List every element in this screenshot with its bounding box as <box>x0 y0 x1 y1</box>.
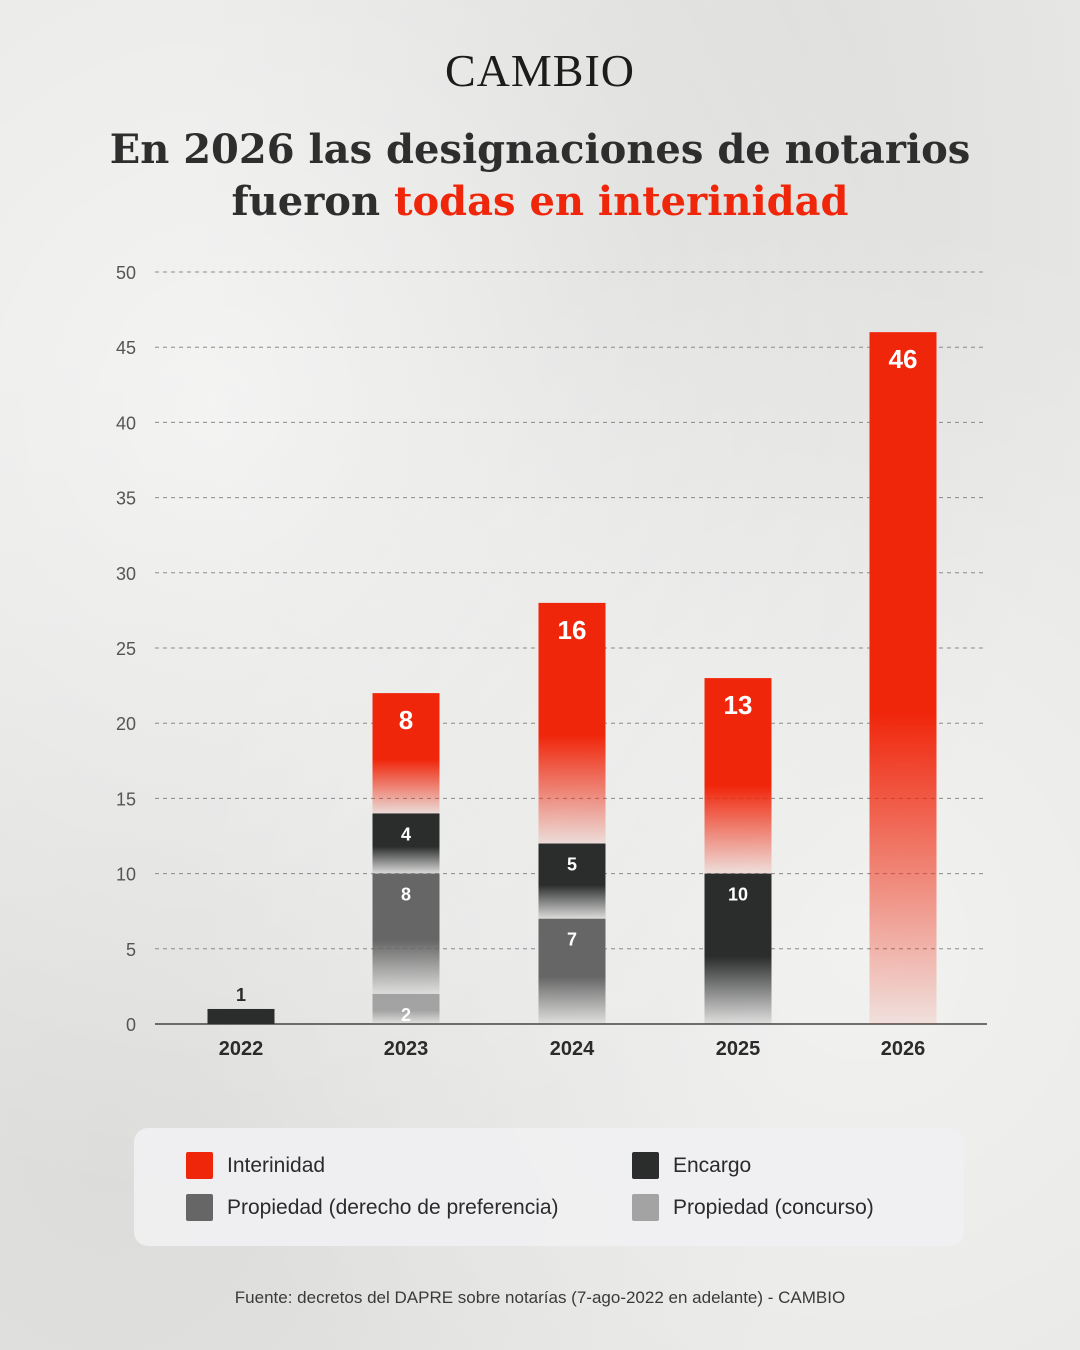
data-label-encargo-2022: 1 <box>236 985 246 1005</box>
legend-swatch-preferencia <box>186 1194 213 1221</box>
data-label-encargo-2024: 5 <box>567 855 577 875</box>
x-tick-label: 2023 <box>384 1038 429 1060</box>
bar-concurso-2023 <box>372 993 440 1024</box>
bar-encargo-2023 <box>372 813 440 874</box>
bar-interinidad-2024 <box>538 602 606 844</box>
title-line-1: En 2026 las designaciones de notarios <box>109 126 971 173</box>
legend-item-concurso: Propiedad (concurso) <box>632 1194 874 1221</box>
legend-item-encargo: Encargo <box>632 1152 751 1179</box>
bar-interinidad-2023 <box>372 693 440 814</box>
bar-encargo-2022 <box>207 1008 275 1024</box>
y-tick-label: 10 <box>116 865 136 885</box>
brand-logo: CAMBIO <box>444 45 636 96</box>
y-tick-label: 5 <box>126 940 136 960</box>
bar-preferencia-2023 <box>372 873 440 994</box>
bar-interinidad-2025 <box>704 678 772 874</box>
y-tick-label: 15 <box>116 789 136 809</box>
stacked-bar-chart: 0510152025303540455012022284820237516202… <box>116 263 987 1060</box>
bar-preferencia-2024 <box>538 918 606 1024</box>
data-label-interinidad-2025: 13 <box>724 690 753 720</box>
data-label-encargo-2025: 10 <box>728 885 748 905</box>
legend: Interinidad Encargo Propiedad (derecho d… <box>134 1128 964 1246</box>
data-label-concurso-2023: 2 <box>401 1005 411 1025</box>
bar-encargo-2025 <box>704 873 772 1024</box>
y-tick-label: 40 <box>116 413 136 433</box>
data-label-encargo-2023: 4 <box>401 824 411 844</box>
source-note: Fuente: decretos del DAPRE sobre notaría… <box>234 1288 846 1307</box>
y-tick-label: 0 <box>126 1015 136 1035</box>
y-tick-label: 35 <box>116 489 136 509</box>
data-label-interinidad-2026: 46 <box>889 344 918 374</box>
data-label-preferencia-2024: 7 <box>567 930 577 950</box>
x-tick-label: 2026 <box>881 1038 926 1060</box>
y-tick-label: 30 <box>116 564 136 584</box>
legend-label: Interinidad <box>227 1153 326 1177</box>
x-tick-label: 2025 <box>716 1038 761 1060</box>
legend-swatch-encargo <box>632 1152 659 1179</box>
legend-item-preferencia: Propiedad (derecho de preferencia) <box>186 1194 559 1221</box>
legend-swatch-concurso <box>632 1194 659 1221</box>
y-tick-label: 20 <box>116 714 136 734</box>
legend-swatch-interinidad <box>186 1152 213 1179</box>
y-tick-label: 45 <box>116 338 136 358</box>
legend-label: Propiedad (concurso) <box>673 1195 874 1219</box>
bar-encargo-2024 <box>538 843 606 919</box>
title-plain: fueron <box>231 178 394 225</box>
bar-interinidad-2026 <box>869 332 937 1024</box>
x-tick-label: 2022 <box>219 1038 264 1060</box>
chart-title: En 2026 las designaciones de notarios fu… <box>60 124 1020 228</box>
x-tick-label: 2024 <box>550 1038 595 1060</box>
data-label-preferencia-2023: 8 <box>401 885 411 905</box>
y-tick-label: 50 <box>116 263 136 283</box>
data-label-interinidad-2024: 16 <box>558 615 587 645</box>
y-tick-label: 25 <box>116 639 136 659</box>
legend-label: Encargo <box>673 1153 752 1177</box>
data-label-interinidad-2023: 8 <box>399 705 413 735</box>
legend-label: Propiedad (derecho de preferencia) <box>227 1195 559 1219</box>
title-line-2: fueron todas en interinidad <box>60 176 1020 228</box>
title-highlight: todas en interinidad <box>393 178 849 225</box>
legend-item-interinidad: Interinidad <box>186 1152 325 1179</box>
